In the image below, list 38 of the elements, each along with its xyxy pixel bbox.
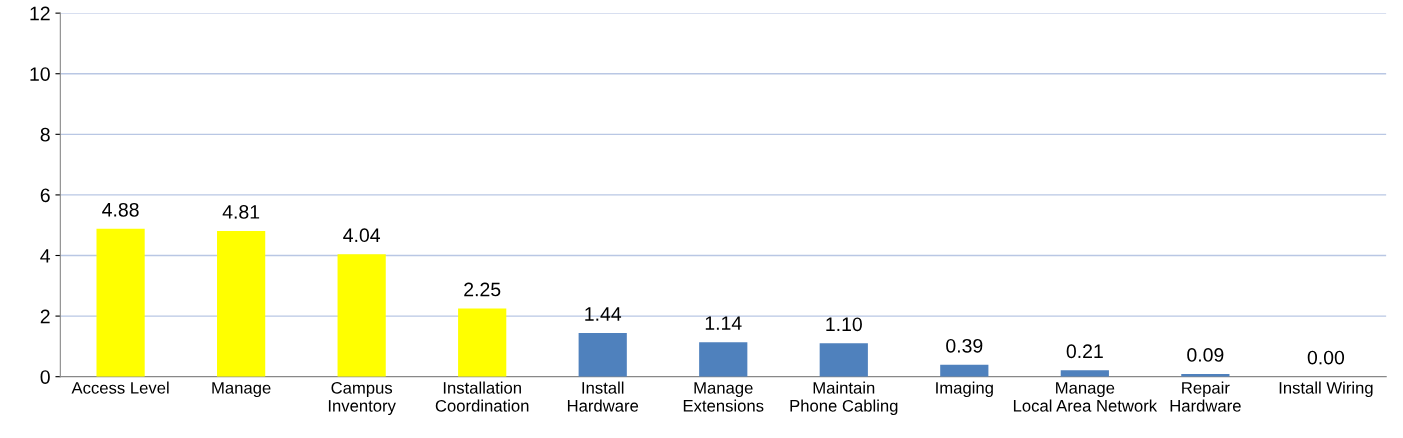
x-tick-label: Installation Coordination [435,381,529,412]
data-label: 4.88 [102,202,139,217]
bar [940,364,989,377]
bar [96,228,145,377]
bar [337,254,386,377]
y-tick-label: 2 [40,309,50,324]
x-tick-label: Access Level [71,381,169,394]
bar [578,333,627,377]
x-tick-label: Manage Extensions [683,382,764,412]
bar [217,230,266,377]
data-label: 0.09 [1187,348,1224,362]
data-label: 0.21 [1066,344,1103,359]
data-label: 1.44 [585,307,622,321]
data-label: 1.10 [826,317,862,332]
x-tick-label: Install Wiring [1279,381,1373,398]
bar [819,343,868,377]
bar [458,308,507,377]
x-tick-label: Maintain Phone Cabling [790,381,898,416]
data-label: 0.39 [946,338,983,353]
x-tick-label: Imaging [936,381,993,398]
y-tick-label: 10 [30,67,50,81]
x-tick-label: Campus Inventory [328,381,396,416]
y-tick-label: 6 [40,188,50,203]
x-tick-label: Install Hardware [567,381,639,412]
data-label: 0.00 [1307,350,1345,365]
data-label: 2.25 [464,282,501,297]
y-tick-label: 8 [40,127,50,142]
y-tick-label: 4 [40,249,51,263]
data-label: 1.14 [705,316,742,330]
y-tick-label: 0 [40,370,50,384]
y-tick-label: 12 [30,6,50,21]
data-label: 4.04 [343,228,381,243]
x-tick-label: Manage [212,382,271,398]
bar [699,342,748,377]
x-tick-label: Repair Hardware [1170,381,1241,412]
x-tick-label: Manage Local Area Network [1013,382,1158,412]
data-label: 4.81 [222,205,260,219]
bar [1060,370,1109,377]
